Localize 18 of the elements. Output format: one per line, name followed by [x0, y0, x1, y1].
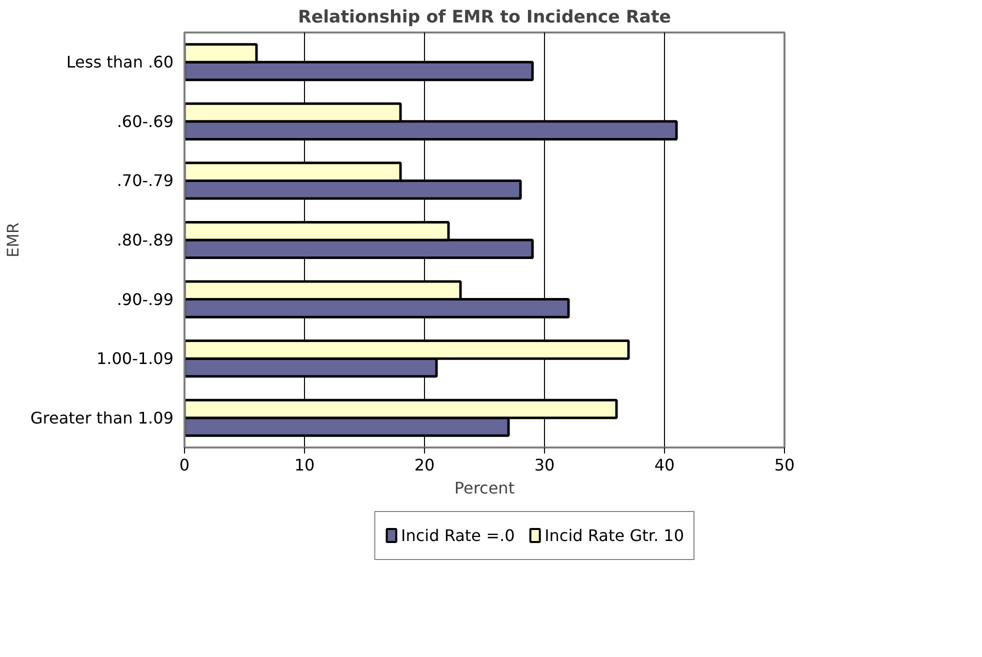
y-tick-label: Less than .60 — [66, 52, 174, 72]
y-tick-label: .90-.99 — [116, 290, 174, 309]
x-tick-label: 20 — [414, 456, 435, 474]
x-tick-label: 10 — [294, 456, 315, 474]
chart-title: Relationship of EMR to Incidence Rate — [298, 8, 672, 28]
y-tick-label: .70-.79 — [116, 171, 174, 190]
legend-label: Incid Rate Gtr. 10 — [544, 526, 684, 545]
y-tick-label: 1.00-1.09 — [96, 349, 174, 368]
x-tick-label: 50 — [774, 456, 795, 474]
x-tick-label: 40 — [654, 456, 675, 474]
x-axis-title: Percent — [454, 478, 515, 498]
x-tick-label: 0 — [179, 456, 190, 474]
y-tick-label: .80-.89 — [116, 230, 174, 250]
y-tick-label: Greater than 1.09 — [30, 408, 174, 428]
legend-label: Incid Rate =.0 — [400, 526, 515, 545]
y-tick-label: .60-.69 — [116, 112, 174, 131]
x-tick-label: 30 — [534, 456, 555, 474]
y-axis-title: EMR — [3, 222, 22, 258]
